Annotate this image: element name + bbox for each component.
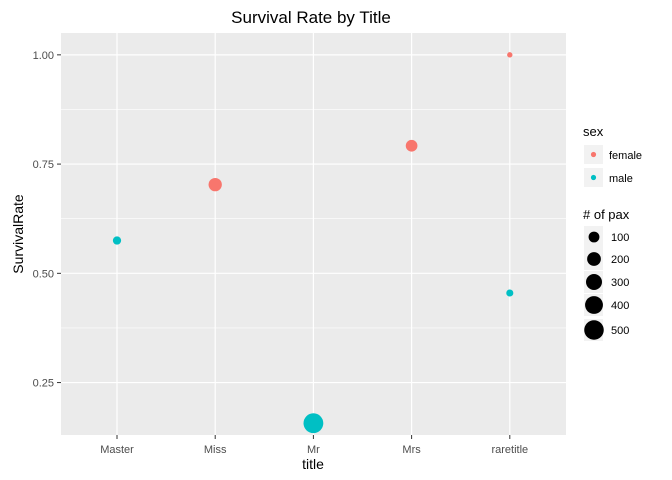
chart-title: Survival Rate by Title (231, 8, 391, 27)
y-tick-label: 0.25 (33, 378, 54, 390)
x-axis-title: title (302, 456, 324, 472)
legend-pax-title: # of pax (583, 207, 630, 222)
data-point-mrs-female (405, 139, 418, 152)
data-point-miss-female (208, 177, 222, 192)
legend-size-label-300: 300 (611, 277, 629, 289)
legend-label-male: male (609, 173, 633, 185)
x-tick-label: Mr (307, 444, 320, 456)
x-axis-ticks: Master Miss Mr Mrs raretitle (100, 435, 528, 456)
legend-sex: sex female male (583, 124, 642, 187)
x-tick-label: Miss (204, 444, 227, 456)
legend-key-male (590, 174, 597, 181)
data-point-raretitle-female (507, 52, 513, 58)
legend-size-label-500: 500 (611, 325, 629, 337)
x-tick-label: raretitle (491, 444, 528, 456)
legend-size-key-100 (588, 231, 600, 243)
legend-size-label-200: 200 (611, 254, 629, 266)
legend-size-key-400 (585, 296, 603, 314)
data-points (112, 52, 514, 434)
data-point-mr-male (303, 413, 324, 434)
legend-size-key-500 (584, 320, 604, 340)
y-axis-ticks: 0.25 0.50 0.75 1.00 (33, 50, 61, 390)
y-tick-label: 0.75 (33, 159, 54, 171)
data-point-raretitle-male (506, 289, 514, 297)
legend-size-label-400: 400 (611, 300, 629, 312)
y-tick-label: 0.50 (33, 268, 54, 280)
x-tick-label: Master (100, 444, 134, 456)
legend-key-female (590, 151, 597, 158)
y-tick-label: 1.00 (33, 50, 54, 62)
legend-pax: # of pax 100 200 300 400 500 (583, 207, 630, 341)
legend-size-key-200 (587, 252, 601, 266)
legend-size-key-300 (586, 274, 602, 290)
legend-size-label-100: 100 (611, 232, 629, 244)
y-axis-title: SurvivalRate (10, 194, 26, 274)
legend-sex-title: sex (583, 124, 604, 139)
data-point-master-male (112, 236, 122, 245)
x-tick-label: Mrs (402, 444, 421, 456)
grid-lines (61, 33, 566, 435)
legend-label-female: female (609, 150, 642, 162)
